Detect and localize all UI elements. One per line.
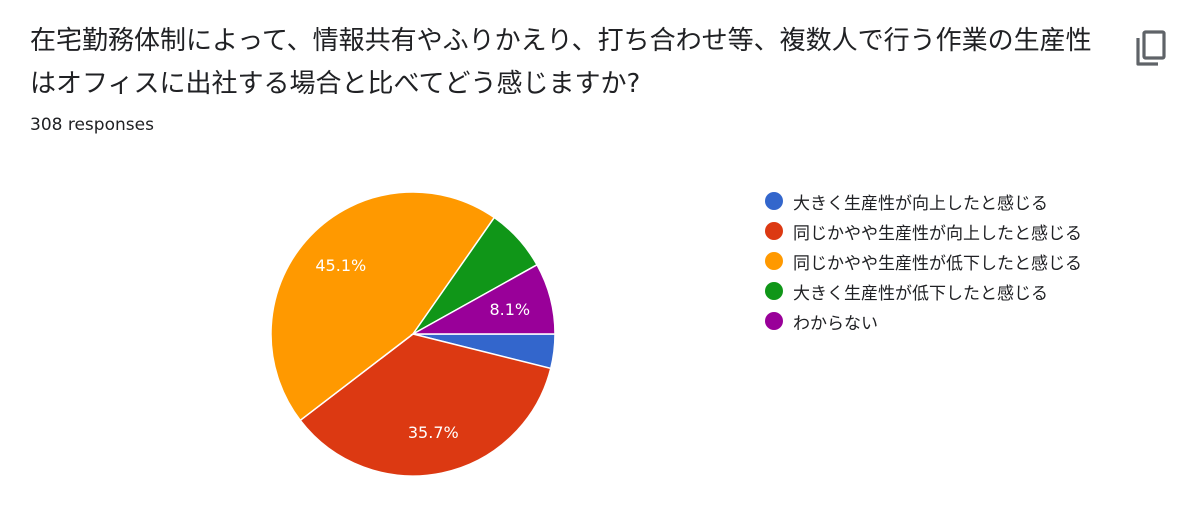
pie-slice-label-3: 45.1%	[315, 256, 366, 275]
legend-item-2[interactable]: 同じかやや生産性が向上したと感じる	[765, 216, 1082, 246]
pie-labels: 35.7% 45.1% 8.1%	[315, 256, 530, 442]
legend-item-1[interactable]: 大きく生産性が向上したと感じる	[765, 186, 1082, 216]
pie-slices	[270, 191, 556, 477]
legend-label: 大きく生産性が低下したと感じる	[793, 283, 1048, 304]
legend-swatch	[765, 282, 783, 300]
legend-label: 同じかやや生産性が向上したと感じる	[793, 223, 1082, 244]
legend-swatch	[765, 312, 783, 330]
legend-item-4[interactable]: 大きく生産性が低下したと感じる	[765, 276, 1082, 306]
legend-item-5[interactable]: わからない	[765, 306, 1082, 336]
legend-item-3[interactable]: 同じかやや生産性が低下したと感じる	[765, 246, 1082, 276]
legend-label: 同じかやや生産性が低下したと感じる	[793, 253, 1082, 274]
pie-slice-5[interactable]	[410, 263, 556, 335]
pie-chart: 35.7% 45.1% 8.1%	[270, 191, 556, 477]
pie-slice-2[interactable]	[299, 333, 552, 477]
legend-label: わからない	[793, 313, 878, 334]
question-title: 在宅勤務体制によって、情報共有やふりかえり、打ち合わせ等、複数人で行う作業の生産…	[30, 26, 1092, 99]
copy-chart-button[interactable]	[1128, 26, 1172, 70]
pie-slice-label-5: 8.1%	[489, 300, 530, 319]
legend-swatch	[765, 222, 783, 240]
pie-slice-3[interactable]	[270, 191, 496, 422]
legend-swatch	[765, 192, 783, 210]
legend-swatch	[765, 252, 783, 270]
chart-legend: 大きく生産性が向上したと感じる同じかやや生産性が向上したと感じる 同じかやや生産性…	[765, 186, 1082, 336]
response-count: 308 responses	[30, 115, 154, 135]
pie-slice-label-2: 35.7%	[408, 423, 459, 442]
legend-label: 大きく生産性が向上したと感じる	[793, 193, 1048, 214]
copy-icon	[1136, 30, 1166, 66]
